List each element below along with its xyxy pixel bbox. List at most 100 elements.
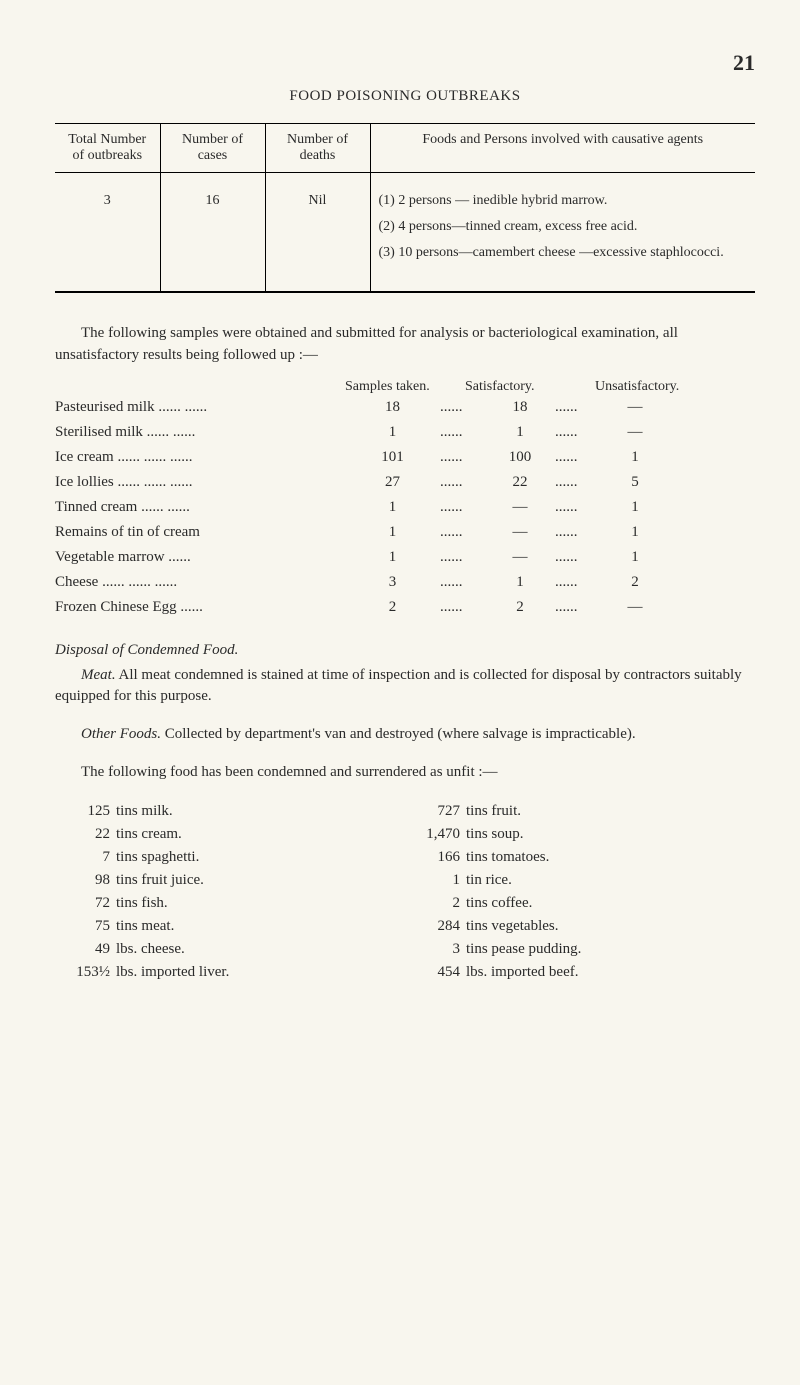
tins-qty: 98: [55, 872, 116, 889]
other-foods-text: Collected by department's van and destro…: [161, 726, 636, 742]
sample-unsat: 2: [600, 574, 670, 591]
sample-sat: 1: [485, 574, 555, 591]
sample-label: Ice lollies ...... ...... ......: [55, 474, 345, 491]
sample-taken: 1: [345, 549, 440, 566]
samples-hdr-taken: Samples taken.: [345, 379, 465, 395]
tins-text: tins fruit juice.: [116, 872, 204, 888]
tins-right-col: 727tins fruit.1,470tins soup.166tins tom…: [405, 800, 755, 984]
tins-qty: 3: [405, 941, 466, 958]
tins-item: 1,470tins soup.: [405, 823, 755, 846]
sample-label: Ice cream ...... ...... ......: [55, 449, 345, 466]
tins-text: tins milk.: [116, 803, 173, 819]
tins-qty: 153½: [55, 964, 116, 981]
sample-label: Tinned cream ...... ......: [55, 499, 345, 516]
samples-row: Tinned cream ...... ......1......—......…: [55, 495, 755, 520]
sample-taken: 2: [345, 599, 440, 616]
sample-sat: —: [485, 549, 555, 566]
tins-item: 454lbs. imported beef.: [405, 961, 755, 984]
sample-label: Vegetable marrow ......: [55, 549, 345, 566]
dots: ......: [440, 399, 485, 416]
tins-text: tins meat.: [116, 918, 174, 934]
food-item: (2) 4 persons—tinned cream, excess free …: [379, 219, 748, 235]
tins-text: tins pease pudding.: [466, 941, 581, 957]
dots: ......: [440, 549, 485, 566]
sample-taken: 1: [345, 424, 440, 441]
dots: ......: [555, 399, 600, 416]
td-deaths: Nil: [265, 173, 370, 293]
tins-qty: 125: [55, 803, 116, 820]
tins-item: 125tins milk.: [55, 800, 405, 823]
dots: ......: [555, 449, 600, 466]
outbreaks-table: Total Number of outbreaks Number of case…: [55, 123, 755, 293]
samples-row: Cheese ...... ...... ......3......1.....…: [55, 570, 755, 595]
tins-left-col: 125tins milk.22tins cream.7tins spaghett…: [55, 800, 405, 984]
tins-qty: 75: [55, 918, 116, 935]
tins-qty: 166: [405, 849, 466, 866]
samples-row: Remains of tin of cream1......—......1: [55, 520, 755, 545]
sample-unsat: 1: [600, 524, 670, 541]
tins-qty: 2: [405, 895, 466, 912]
tins-text: lbs. imported liver.: [116, 964, 229, 980]
th-deaths: Number of deaths: [265, 124, 370, 173]
tins-text: tins cream.: [116, 826, 182, 842]
sample-unsat: 1: [600, 499, 670, 516]
tins-item: 166tins tomatoes.: [405, 846, 755, 869]
dots: ......: [555, 499, 600, 516]
tins-qty: 727: [405, 803, 466, 820]
tins-text: lbs. cheese.: [116, 941, 185, 957]
dots: ......: [440, 424, 485, 441]
tins-text: tins spaghetti.: [116, 849, 199, 865]
sample-unsat: 1: [600, 449, 670, 466]
sample-taken: 101: [345, 449, 440, 466]
sample-label: Cheese ...... ...... ......: [55, 574, 345, 591]
food-item: (1) 2 persons — inedible hybrid marrow.: [379, 193, 748, 209]
sample-label: Pasteurised milk ...... ......: [55, 399, 345, 416]
condemned-intro: The following food has been condemned an…: [55, 762, 755, 784]
tins-list: 125tins milk.22tins cream.7tins spaghett…: [55, 800, 755, 984]
tins-text: tins vegetables.: [466, 918, 558, 934]
tins-qty: 72: [55, 895, 116, 912]
sample-sat: 18: [485, 399, 555, 416]
meat-label: Meat.: [81, 667, 116, 683]
sample-taken: 1: [345, 499, 440, 516]
other-foods-label: Other Foods.: [81, 726, 161, 742]
meat-para: Meat. All meat condemned is stained at t…: [55, 665, 755, 709]
sample-taken: 3: [345, 574, 440, 591]
sample-unsat: —: [600, 599, 670, 616]
tins-qty: 49: [55, 941, 116, 958]
th-foods: Foods and Persons involved with causativ…: [370, 124, 755, 173]
samples-row: Sterilised milk ...... ......1......1...…: [55, 420, 755, 445]
tins-item: 2tins coffee.: [405, 892, 755, 915]
td-cases: 16: [160, 173, 265, 293]
samples-hdr-unsat: Unsatisfactory.: [595, 379, 755, 395]
tins-item: 75tins meat.: [55, 915, 405, 938]
dots: ......: [440, 449, 485, 466]
sample-sat: —: [485, 524, 555, 541]
dots: ......: [440, 499, 485, 516]
sample-sat: 1: [485, 424, 555, 441]
tins-text: tins fruit.: [466, 803, 521, 819]
sample-sat: 2: [485, 599, 555, 616]
tins-qty: 7: [55, 849, 116, 866]
tins-item: 98tins fruit juice.: [55, 869, 405, 892]
dots: ......: [440, 474, 485, 491]
tins-item: 3tins pease pudding.: [405, 938, 755, 961]
dots: ......: [555, 474, 600, 491]
th-outbreaks: Total Number of outbreaks: [55, 124, 160, 173]
td-foods: (1) 2 persons — inedible hybrid marrow. …: [370, 173, 755, 293]
disposal-heading: Disposal of Condemned Food.: [55, 642, 755, 659]
sample-label: Sterilised milk ...... ......: [55, 424, 345, 441]
dots: ......: [555, 599, 600, 616]
dots: ......: [555, 549, 600, 566]
sample-taken: 27: [345, 474, 440, 491]
samples-row: Frozen Chinese Egg ......2......2......—: [55, 595, 755, 620]
sample-label: Frozen Chinese Egg ......: [55, 599, 345, 616]
samples-intro: The following samples were obtained and …: [55, 323, 755, 367]
food-item: (3) 10 persons—camembert cheese —excessi…: [379, 245, 748, 261]
tins-text: tins soup.: [466, 826, 524, 842]
tins-qty: 284: [405, 918, 466, 935]
dots: ......: [555, 524, 600, 541]
tins-text: tins tomatoes.: [466, 849, 549, 865]
section-title: FOOD POISONING OUTBREAKS: [55, 88, 755, 105]
tins-item: 727tins fruit.: [405, 800, 755, 823]
